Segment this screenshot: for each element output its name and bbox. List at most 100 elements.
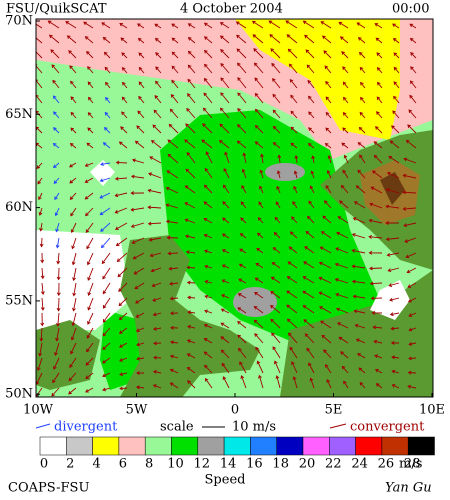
wind-arrow [237, 307, 247, 314]
wind-arrow [187, 78, 196, 89]
wind-arrow [351, 233, 366, 239]
wind-arrow [148, 237, 162, 242]
wind-arrow [220, 322, 230, 329]
wind-arrow [277, 154, 282, 164]
wind-arrow [254, 62, 264, 74]
wind-arrow [56, 282, 61, 297]
wind-arrow [220, 308, 230, 314]
wind-arrow [242, 152, 247, 164]
wind-arrow [137, 37, 145, 44]
wind-arrow [340, 184, 349, 194]
wind-arrow [255, 262, 264, 269]
wind-arrow [237, 108, 247, 119]
wind-arrow [390, 326, 400, 331]
wind-arrow [309, 185, 315, 194]
wind-arrow [138, 81, 145, 89]
wind-arrow [52, 79, 60, 89]
colorbar-label: 10 [167, 457, 184, 472]
wind-arrow [286, 304, 298, 314]
wind-arrow [56, 267, 61, 281]
wind-arrow [187, 64, 196, 74]
wind-arrow [170, 94, 179, 104]
wind-arrow [105, 81, 111, 89]
wind-arrow [55, 222, 60, 233]
wind-arrow [149, 156, 162, 164]
wind-arrow [352, 294, 366, 299]
wind-arrow [407, 370, 417, 375]
wind-arrow [38, 342, 43, 357]
wind-arrow [338, 21, 349, 29]
wind-arrow [70, 127, 77, 134]
wind-arrow [185, 123, 196, 134]
wind-arrow [254, 333, 264, 344]
colorbar-box [144, 436, 172, 456]
wind-arrow [68, 372, 77, 382]
wind-arrow [53, 357, 60, 370]
wind-arrow [305, 231, 315, 239]
wind-arrow [186, 366, 196, 374]
colorbar-label: 24 [351, 457, 368, 472]
wind-arrow [319, 246, 332, 254]
wind-arrow [252, 34, 264, 44]
wind-arrow [201, 139, 213, 149]
wind-arrow [186, 339, 196, 344]
wind-arrow [356, 22, 366, 29]
wind-arrow [87, 297, 94, 311]
wind-arrow [70, 342, 77, 355]
wind-arrow [238, 347, 247, 359]
wind-arrow [86, 342, 94, 353]
colorbar-box [276, 436, 304, 456]
wind-arrow [268, 20, 281, 29]
wind-arrow [136, 371, 145, 375]
wind-arrow [375, 383, 383, 389]
wind-arrow [288, 332, 298, 344]
wind-arrow [86, 252, 94, 266]
wind-arrow [131, 237, 145, 244]
wind-arrow [302, 20, 315, 29]
wind-arrow [343, 96, 349, 104]
wind-arrow [292, 200, 298, 209]
colorbar-label: 16 [246, 457, 263, 472]
wind-arrow [327, 155, 332, 164]
wind-arrow [269, 34, 281, 44]
wind-arrow [325, 184, 332, 194]
colorbar-label: 20 [299, 457, 316, 472]
wind-arrow [293, 185, 298, 194]
wind-arrow [218, 139, 230, 149]
wind-arrow [136, 356, 145, 361]
wind-arrow [122, 81, 128, 89]
wind-arrow [54, 207, 60, 217]
wind-arrow [389, 297, 400, 302]
wind-arrow [87, 267, 94, 281]
wind-arrow [36, 37, 43, 44]
lon-label: 5W [126, 403, 148, 418]
wind-arrow [222, 201, 230, 209]
wind-arrow [203, 92, 213, 104]
wind-arrow [184, 202, 196, 209]
lon-label: 5E [325, 403, 343, 418]
wind-arrow [392, 23, 400, 29]
convergent-label: convergent [350, 420, 425, 435]
wind-arrow [130, 222, 145, 228]
wind-arrow [56, 297, 61, 312]
wind-arrow [257, 232, 264, 239]
wind-arrow [99, 177, 111, 183]
wind-arrow [221, 249, 230, 254]
wind-arrow [102, 357, 111, 364]
wind-arrow [118, 141, 128, 149]
wind-arrow [134, 140, 145, 149]
wind-arrow [272, 109, 281, 119]
wind-arrow [352, 217, 366, 224]
wind-arrow [187, 324, 196, 329]
wind-arrow [360, 96, 366, 104]
wind-arrow [40, 252, 45, 264]
wind-arrow [355, 185, 366, 194]
wind-arrow [100, 237, 111, 249]
wind-arrow [85, 222, 94, 233]
wind-arrow [322, 215, 332, 224]
wind-arrow [303, 319, 315, 329]
wind-arrow [114, 207, 128, 214]
wind-arrow [323, 349, 332, 359]
wind-arrow [171, 65, 179, 74]
